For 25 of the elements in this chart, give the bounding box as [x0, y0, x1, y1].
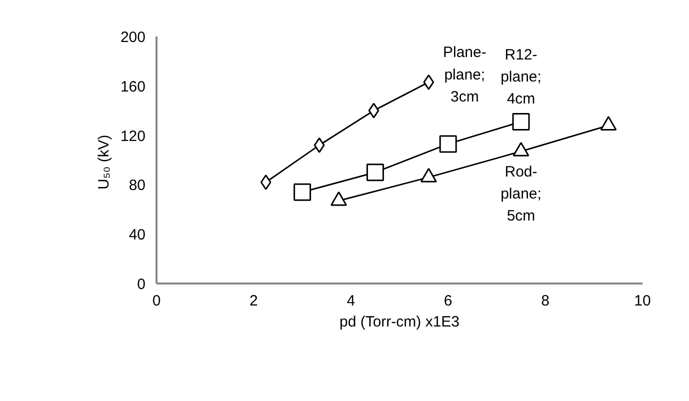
x-axis-title: pd (Torr-cm) x1E3 [339, 314, 460, 330]
y-tick-label: 160 [120, 78, 146, 96]
point [260, 174, 272, 190]
series-label: Plane-plane; 3cm [442, 44, 486, 106]
x-tick-label: 6 [444, 292, 452, 310]
x-tick-label: 8 [541, 292, 550, 310]
point [294, 183, 312, 201]
x-tick-label: 2 [250, 292, 258, 310]
y-tick-label: 120 [120, 128, 146, 145]
series-label: Rod-plane; 5cm [500, 163, 542, 225]
y-tick-label: 40 [128, 226, 146, 244]
point [314, 137, 325, 153]
y-tick-label: 0 [137, 276, 146, 293]
x-tick-label: 4 [346, 292, 356, 310]
y-axis-title: U₅₀ (kV) [95, 134, 112, 190]
point [368, 102, 380, 118]
point [423, 74, 434, 90]
point [366, 164, 384, 182]
x-tick-label: 10 [634, 292, 651, 310]
point [439, 135, 457, 153]
y-tick-label: 200 [120, 29, 146, 46]
x-tick-label: 0 [152, 292, 161, 310]
y-tick-label: 80 [128, 177, 146, 194]
point [512, 112, 530, 130]
series-label: R12-plane; 4cm [500, 46, 542, 108]
